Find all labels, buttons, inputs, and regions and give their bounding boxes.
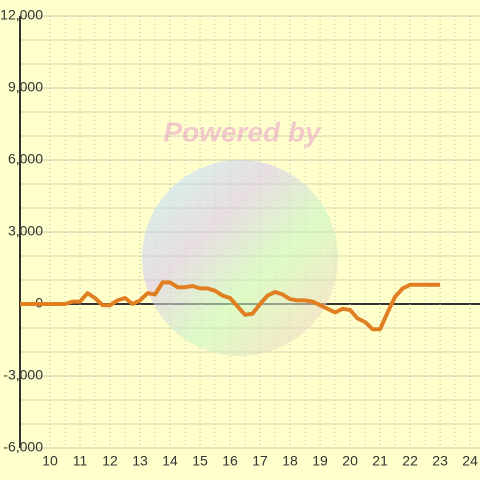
x-tick-label: 20 bbox=[342, 453, 358, 469]
x-tick-label: 21 bbox=[372, 453, 388, 469]
x-tick-label: 19 bbox=[312, 453, 328, 469]
x-tick-label: 18 bbox=[282, 453, 298, 469]
y-tick-label: 6,000 bbox=[8, 151, 43, 167]
y-tick-label: 9,000 bbox=[8, 79, 43, 95]
y-tick-label: -3,000 bbox=[3, 367, 43, 383]
watermark-logo bbox=[142, 160, 338, 356]
x-tick-label: 24 bbox=[462, 453, 478, 469]
data-line bbox=[20, 280, 441, 332]
x-tick-label: 16 bbox=[222, 453, 238, 469]
y-tick-label: 3,000 bbox=[8, 223, 43, 239]
x-tick-label: 14 bbox=[162, 453, 178, 469]
grid bbox=[20, 15, 480, 449]
x-tick-label: 13 bbox=[132, 453, 148, 469]
x-tick-label: 23 bbox=[432, 453, 448, 469]
y-tick-label: -6,000 bbox=[3, 439, 43, 455]
x-tick-label: 12 bbox=[102, 453, 118, 469]
x-tick-label: 10 bbox=[42, 453, 58, 469]
x-tick-label: 17 bbox=[252, 453, 268, 469]
x-tick-label: 15 bbox=[192, 453, 208, 469]
watermark: Powered by bbox=[163, 116, 322, 147]
x-tick-label: 22 bbox=[402, 453, 418, 469]
y-tick-label: 12,000 bbox=[0, 7, 43, 23]
x-tick-label: 11 bbox=[73, 453, 88, 469]
